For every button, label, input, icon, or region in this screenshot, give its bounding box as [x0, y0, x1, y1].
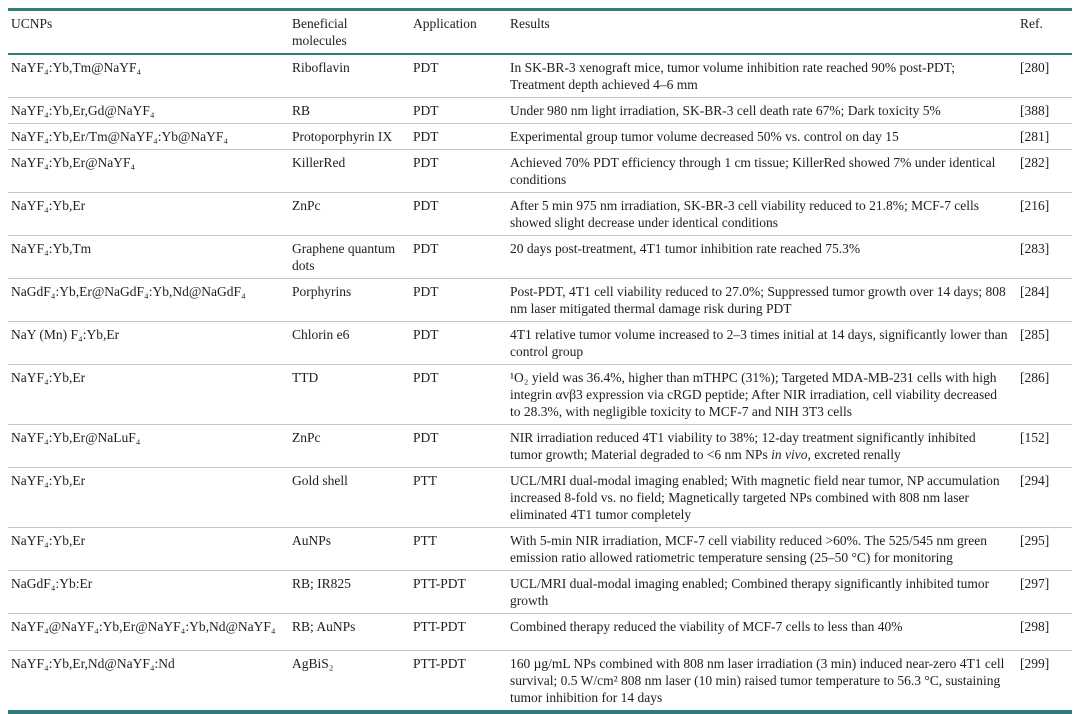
results-cell: UCL/MRI dual-modal imaging enabled; Comb… [510, 576, 990, 608]
application-cell: PDT [413, 241, 439, 256]
beneficial-molecule-cell: AuNPs [292, 533, 332, 548]
beneficial-molecule-cell: KillerRed [292, 155, 346, 170]
reference-cell: [286] [1020, 370, 1050, 385]
ucnp-cell: NaYF₄:Yb,Er@NaYF₄ [11, 155, 136, 170]
table-row: NaYF₄:Yb,Er AuNPs PTT With 5-min NIR irr… [8, 527, 1072, 571]
reference-cell: [299] [1020, 656, 1050, 671]
table-row: NaYF₄:Yb,Er@NaLuF₄ ZnPc PDT NIR irradiat… [8, 424, 1072, 468]
ucnp-cell: NaYF₄:Yb,Er,Nd@NaYF₄:Nd [11, 656, 175, 671]
beneficial-molecule-cell: RB [292, 103, 311, 118]
application-cell: PDT [413, 327, 439, 342]
ucnp-cell: NaGdF₄:Yb,Er@NaGdF₄:Yb,Nd@NaGdF₄ [11, 284, 246, 299]
ucnp-cell: NaGdF₄:Yb:Er [11, 576, 93, 591]
table-row: NaGdF₄:Yb:Er RB; IR825 PTT-PDT UCL/MRI d… [8, 570, 1072, 614]
beneficial-molecule-cell: Graphene quantum dots [292, 241, 396, 273]
beneficial-molecule-cell: ZnPc [292, 430, 321, 445]
results-cell: Experimental group tumor volume decrease… [510, 129, 899, 144]
table-row: NaYF₄:Yb,Tm Graphene quantum dots PDT 20… [8, 235, 1072, 279]
table-row: NaYF₄:Yb,Er/Tm@NaYF₄:Yb@NaYF₄ Protoporph… [8, 123, 1072, 150]
table-row: NaYF₄:Yb,Er@NaYF₄ KillerRed PDT Achieved… [8, 149, 1072, 193]
application-cell: PTT-PDT [413, 656, 466, 671]
results-cell: 160 µg/mL NPs combined with 808 nm laser… [510, 656, 1005, 705]
column-header-results: Results [510, 16, 550, 31]
reference-cell: [294] [1020, 473, 1050, 488]
results-cell: ¹O₂ yield was 36.4%, higher than mTHPC (… [510, 370, 998, 419]
results-cell: 4T1 relative tumor volume increased to 2… [510, 327, 1008, 359]
application-cell: PTT-PDT [413, 619, 466, 634]
reference-cell: [298] [1020, 619, 1050, 634]
reference-cell: [284] [1020, 284, 1050, 299]
reference-cell: [152] [1020, 430, 1050, 445]
header-row: UCNPs Beneficial molecules Application R… [8, 10, 1072, 54]
ucnp-cell: NaY (Mn) F₄:Yb,Er [11, 327, 120, 342]
application-cell: PDT [413, 155, 439, 170]
table-row: NaYF₄:Yb,Er Gold shell PTT UCL/MRI dual-… [8, 467, 1072, 528]
table-row: NaY (Mn) F₄:Yb,Er Chlorin e6 PDT 4T1 rel… [8, 321, 1072, 365]
ucnp-cell: NaYF₄:Yb,Er [11, 533, 86, 548]
ucnp-cell: NaYF₄:Yb,Er@NaLuF₄ [11, 430, 141, 445]
table-row: NaYF₄:Yb,Er ZnPc PDT After 5 min 975 nm … [8, 192, 1072, 236]
beneficial-molecule-cell: AgBiS₂ [292, 656, 334, 671]
reference-cell: [285] [1020, 327, 1050, 342]
application-cell: PDT [413, 370, 439, 385]
application-cell: PDT [413, 198, 439, 213]
ucnp-therapy-table: UCNPs Beneficial molecules Application R… [8, 8, 1072, 714]
results-cell: Post-PDT, 4T1 cell viability reduced to … [510, 284, 1006, 316]
column-header-application: Application [413, 16, 477, 31]
results-cell: Achieved 70% PDT efficiency through 1 cm… [510, 155, 996, 187]
reference-cell: [295] [1020, 533, 1050, 548]
reference-cell: [280] [1020, 60, 1050, 75]
table-row: NaYF₄:Yb,Tm@NaYF₄ Riboflavin PDT In SK-B… [8, 54, 1072, 98]
reference-cell: [282] [1020, 155, 1050, 170]
beneficial-molecule-cell: ZnPc [292, 198, 321, 213]
column-header-molecules: Beneficial molecules [292, 16, 348, 48]
application-cell: PTT-PDT [413, 576, 466, 591]
beneficial-molecule-cell: RB; IR825 [292, 576, 351, 591]
application-cell: PDT [413, 60, 439, 75]
beneficial-molecule-cell: Riboflavin [292, 60, 350, 75]
application-cell: PTT [413, 473, 438, 488]
application-cell: PDT [413, 430, 439, 445]
results-cell: In SK-BR-3 xenograft mice, tumor volume … [510, 60, 956, 92]
table-body: NaYF₄:Yb,Tm@NaYF₄ Riboflavin PDT In SK-B… [8, 54, 1072, 712]
results-cell: 20 days post-treatment, 4T1 tumor inhibi… [510, 241, 861, 256]
ucnp-cell: NaYF₄:Yb,Er [11, 473, 86, 488]
application-cell: PTT [413, 533, 438, 548]
table-row: NaYF₄:Yb,Er,Nd@NaYF₄:Nd AgBiS₂ PTT-PDT 1… [8, 650, 1072, 713]
beneficial-molecule-cell: Chlorin e6 [292, 327, 350, 342]
application-cell: PDT [413, 129, 439, 144]
beneficial-molecule-cell: Porphyrins [292, 284, 352, 299]
reference-cell: [297] [1020, 576, 1050, 591]
ucnp-cell: NaYF₄@NaYF₄:Yb,Er@NaYF₄:Yb,Nd@NaYF₄ [11, 619, 276, 634]
beneficial-molecule-cell: TTD [292, 370, 319, 385]
column-header-ucnps: UCNPs [11, 16, 53, 31]
ucnp-cell: NaYF₄:Yb,Er/Tm@NaYF₄:Yb@NaYF₄ [11, 129, 229, 144]
ucnp-cell: NaYF₄:Yb,Er,Gd@NaYF₄ [11, 103, 155, 118]
table-row: NaYF₄@NaYF₄:Yb,Er@NaYF₄:Yb,Nd@NaYF₄ RB; … [8, 613, 1072, 651]
table-row: NaYF₄:Yb,Er TTD PDT ¹O₂ yield was 36.4%,… [8, 364, 1072, 425]
reference-cell: [281] [1020, 129, 1050, 144]
results-cell: After 5 min 975 nm irradiation, SK-BR-3 … [510, 198, 980, 230]
table-row: NaYF₄:Yb,Er,Gd@NaYF₄ RB PDT Under 980 nm… [8, 97, 1072, 124]
results-cell: NIR irradiation reduced 4T1 viability to… [510, 430, 976, 462]
reference-cell: [216] [1020, 198, 1050, 213]
application-cell: PDT [413, 284, 439, 299]
ucnp-cell: NaYF₄:Yb,Tm@NaYF₄ [11, 60, 142, 75]
ucnp-cell: NaYF₄:Yb,Er [11, 370, 86, 385]
results-cell: UCL/MRI dual-modal imaging enabled; With… [510, 473, 1000, 522]
beneficial-molecule-cell: RB; AuNPs [292, 619, 356, 634]
ucnp-cell: NaYF₄:Yb,Tm [11, 241, 92, 256]
beneficial-molecule-cell: Gold shell [292, 473, 348, 488]
table-row: NaGdF₄:Yb,Er@NaGdF₄:Yb,Nd@NaGdF₄ Porphyr… [8, 278, 1072, 322]
results-cell: With 5-min NIR irradiation, MCF-7 cell v… [510, 533, 987, 565]
column-header-ref: Ref. [1020, 16, 1043, 31]
beneficial-molecule-cell: Protoporphyrin IX [292, 129, 393, 144]
reference-cell: [388] [1020, 103, 1050, 118]
results-cell: Combined therapy reduced the viability o… [510, 619, 903, 634]
results-cell: Under 980 nm light irradiation, SK-BR-3 … [510, 103, 941, 118]
ucnp-cell: NaYF₄:Yb,Er [11, 198, 86, 213]
application-cell: PDT [413, 103, 439, 118]
reference-cell: [283] [1020, 241, 1050, 256]
